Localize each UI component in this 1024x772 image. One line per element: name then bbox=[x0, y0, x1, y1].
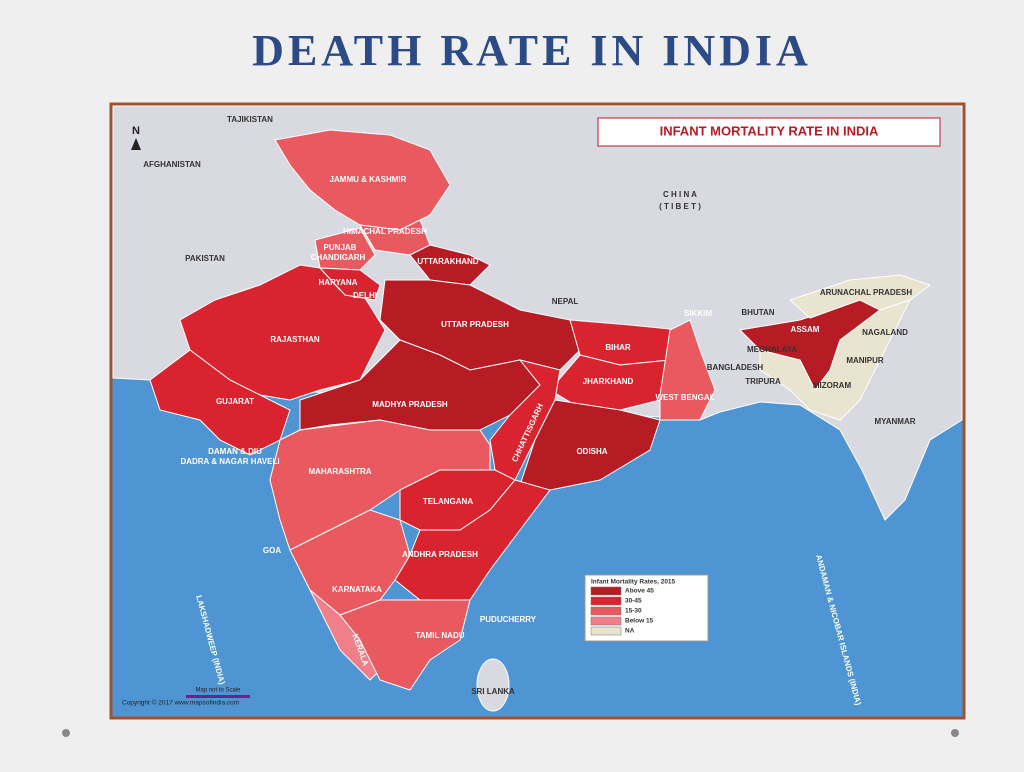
map-label: MIZORAM bbox=[813, 381, 852, 390]
map-label: ( T I B E T ) bbox=[659, 202, 701, 211]
legend-swatch bbox=[590, 596, 622, 606]
map-label: DAMAN & DIU bbox=[208, 447, 262, 456]
map-label: GUJARAT bbox=[216, 397, 254, 406]
map-label: BHUTAN bbox=[741, 308, 774, 317]
map-label: C H I N A bbox=[663, 190, 697, 199]
legend-label: Above 45 bbox=[625, 588, 654, 595]
map-label: MANIPUR bbox=[846, 356, 884, 365]
scale-note: Map not to Scale bbox=[195, 688, 241, 694]
slide-title: DEATH RATE IN INDIA bbox=[252, 26, 812, 75]
legend-swatch bbox=[590, 606, 622, 616]
map-label: NAGALAND bbox=[862, 328, 908, 337]
map-label: HIMACHAL PRADESH bbox=[343, 227, 427, 236]
map-label: PUNJAB bbox=[324, 243, 357, 252]
bullet bbox=[62, 729, 70, 737]
map-label: MEGHALAYA bbox=[747, 345, 797, 354]
north-arrow-head bbox=[131, 138, 141, 150]
map-label: BIHAR bbox=[605, 343, 631, 352]
map-label: ANDHRA PRADESH bbox=[402, 550, 478, 559]
map-label: UTTAR PRADESH bbox=[441, 320, 509, 329]
legend-swatch bbox=[590, 586, 622, 596]
state bbox=[318, 267, 381, 301]
copyright: Copyright © 2017 www.mapsofindia.com bbox=[122, 699, 239, 707]
map-label: GOA bbox=[263, 546, 281, 555]
map-label: BANGLADESH bbox=[707, 363, 764, 372]
legend-swatch bbox=[590, 626, 622, 636]
map-label: TAMIL NADU bbox=[415, 631, 464, 640]
map-label: KARNATAKA bbox=[332, 585, 382, 594]
map-label: TELANGANA bbox=[423, 497, 473, 506]
legend-label: NA bbox=[625, 628, 635, 635]
state bbox=[659, 319, 716, 421]
map-label: DADRA & NAGAR HAVELI bbox=[180, 457, 279, 466]
map-label: AFGHANISTAN bbox=[143, 160, 201, 169]
map-label: TAJIKISTAN bbox=[227, 115, 273, 124]
map-label: TRIPURA bbox=[745, 377, 781, 386]
map-label: MYANMAR bbox=[874, 417, 915, 426]
sri-lanka bbox=[476, 658, 510, 712]
map-label: PUDUCHERRY bbox=[480, 615, 537, 624]
map-label: UTTARAKHAND bbox=[417, 257, 478, 266]
map-title-box bbox=[597, 117, 941, 147]
map-label: PAKISTAN bbox=[185, 254, 225, 263]
state bbox=[339, 599, 471, 691]
state bbox=[759, 299, 911, 421]
legend-title: Infant Mortality Rates, 2015 bbox=[591, 579, 676, 586]
map-label: HARYANA bbox=[319, 278, 358, 287]
map-label: MAHARASHTRA bbox=[308, 467, 371, 476]
map-label: ARUNACHAL PRADESH bbox=[820, 288, 913, 297]
map-label: MADHYA PRADESH bbox=[372, 400, 448, 409]
map-label: NEPAL bbox=[552, 297, 579, 306]
map-label: CHANDIGARH bbox=[311, 253, 366, 262]
state bbox=[519, 399, 661, 491]
legend-label: Below 15 bbox=[625, 618, 654, 625]
map-title: INFANT MORTALITY RATE IN INDIA bbox=[660, 123, 879, 138]
legend-label: 15-30 bbox=[625, 608, 642, 615]
map-label: ODISHA bbox=[576, 447, 607, 456]
state bbox=[314, 227, 376, 271]
map-label: DELHI bbox=[353, 291, 377, 300]
map-label: WEST BENGAL bbox=[655, 393, 714, 402]
map-label: JAMMU & KASHMIR bbox=[330, 175, 407, 184]
north-arrow: N bbox=[132, 125, 140, 137]
bullet bbox=[951, 729, 959, 737]
map-label: ASSAM bbox=[791, 325, 820, 334]
map-label: RAJASTHAN bbox=[270, 335, 320, 344]
map-label: JHARKHAND bbox=[583, 377, 634, 386]
legend-swatch bbox=[590, 616, 622, 626]
states bbox=[149, 129, 932, 691]
legend: Above 45 30-45 15-30 Below 15 NA bbox=[590, 586, 654, 636]
map-label: SIKKIM bbox=[684, 309, 712, 318]
scale-bar bbox=[186, 695, 250, 698]
map: INFANT MORTALITY RATE IN INDIA N TAJIKIS… bbox=[112, 105, 963, 712]
map-label: SRI LANKA bbox=[471, 687, 515, 696]
legend-label: 30-45 bbox=[625, 598, 642, 605]
